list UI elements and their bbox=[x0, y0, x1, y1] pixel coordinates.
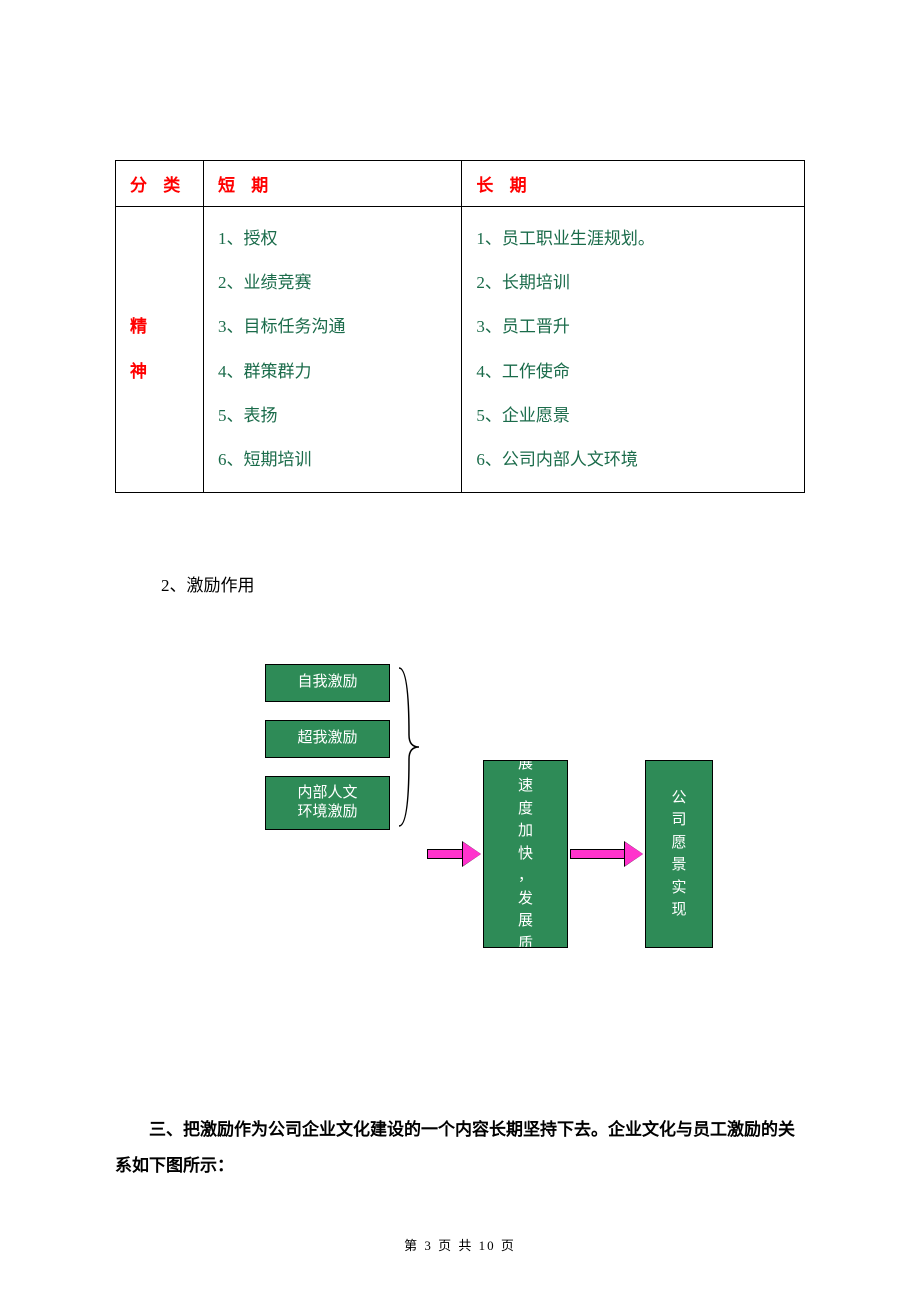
cell-short-term: 1、授权 2、业绩竞赛 3、目标任务沟通 4、群策群力 5、表扬 6、短期培训 bbox=[204, 207, 462, 493]
page-footer: 第 3 页 共 10 页 bbox=[0, 1235, 920, 1254]
list-item: 1、授权 bbox=[218, 217, 447, 261]
classification-table: 分 类 短 期 长 期 精 神 1、授权 2、业绩竞赛 3、目标任务沟通 4、群… bbox=[115, 160, 805, 493]
list-item: 5、表扬 bbox=[218, 394, 447, 438]
diagram-box-development: 公司发展速度加快，发展质量提高 bbox=[483, 760, 568, 948]
diagram-box-super-incentive: 超我激励 bbox=[265, 720, 390, 758]
section-three-paragraph: 三、把激励作为公司企业文化建设的一个内容长期坚持下去。企业文化与员工激励的关系如… bbox=[115, 1112, 805, 1183]
row-label-char2: 神 bbox=[130, 350, 189, 394]
list-item: 2、长期培训 bbox=[476, 261, 790, 305]
row-label-char1: 精 bbox=[130, 305, 189, 349]
arrow-2-body bbox=[570, 849, 625, 859]
list-item: 1、员工职业生涯规划。 bbox=[476, 217, 790, 261]
diagram-box-self-incentive: 自我激励 bbox=[265, 664, 390, 702]
header-short-term: 短 期 bbox=[204, 161, 462, 207]
diagram-box-env-incentive: 内部人文环境激励 bbox=[265, 776, 390, 830]
long-term-list: 1、员工职业生涯规划。 2、长期培训 3、员工晋升 4、工作使命 5、企业愿景 … bbox=[476, 217, 790, 482]
list-item: 2、业绩竞赛 bbox=[218, 261, 447, 305]
cell-long-term: 1、员工职业生涯规划。 2、长期培训 3、员工晋升 4、工作使命 5、企业愿景 … bbox=[462, 207, 805, 493]
arrow-1-body bbox=[427, 849, 463, 859]
header-category: 分 类 bbox=[116, 161, 204, 207]
row-label-spirit: 精 神 bbox=[116, 207, 204, 493]
list-item: 5、企业愿景 bbox=[476, 394, 790, 438]
diagram-box-vision: 公司愿景实现 bbox=[645, 760, 713, 948]
arrow-1-head-icon bbox=[463, 842, 481, 866]
document-page: 分 类 短 期 长 期 精 神 1、授权 2、业绩竞赛 3、目标任务沟通 4、群… bbox=[0, 0, 920, 1302]
list-item: 3、目标任务沟通 bbox=[218, 305, 447, 349]
table-body-row: 精 神 1、授权 2、业绩竞赛 3、目标任务沟通 4、群策群力 5、表扬 6、短… bbox=[116, 207, 805, 493]
list-item: 6、公司内部人文环境 bbox=[476, 438, 790, 482]
list-item: 4、工作使命 bbox=[476, 350, 790, 394]
incentive-diagram: 自我激励 超我激励 内部人文环境激励 公司发展速度加快，发展质量提高 公司愿景实… bbox=[115, 664, 805, 984]
short-term-list: 1、授权 2、业绩竞赛 3、目标任务沟通 4、群策群力 5、表扬 6、短期培训 bbox=[218, 217, 447, 482]
list-item: 6、短期培训 bbox=[218, 438, 447, 482]
table-header-row: 分 类 短 期 长 期 bbox=[116, 161, 805, 207]
header-long-term: 长 期 bbox=[462, 161, 805, 207]
list-item: 4、群策群力 bbox=[218, 350, 447, 394]
arrow-2-head-icon bbox=[625, 842, 643, 866]
section-title: 2、激励作用 bbox=[161, 571, 805, 596]
brace-icon bbox=[397, 664, 433, 830]
list-item: 3、员工晋升 bbox=[476, 305, 790, 349]
